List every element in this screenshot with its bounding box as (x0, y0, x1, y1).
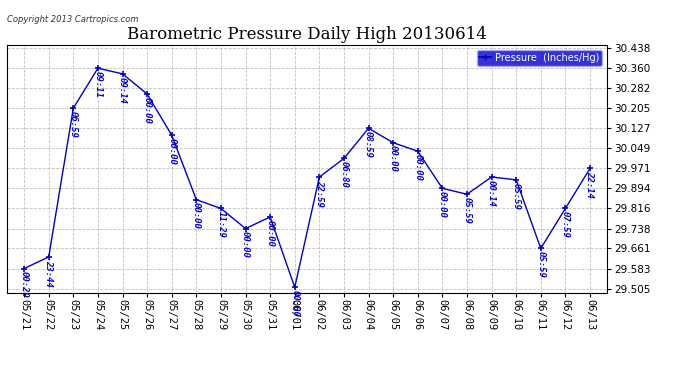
Text: 00:00: 00:00 (192, 202, 201, 229)
Text: 00:00: 00:00 (438, 191, 447, 218)
Text: 22:59: 22:59 (315, 180, 324, 207)
Text: 05:59: 05:59 (462, 197, 471, 224)
Text: 11:29: 11:29 (217, 211, 226, 238)
Text: 00:29: 00:29 (19, 271, 28, 298)
Text: 00:00: 00:00 (266, 220, 275, 247)
Text: 06:80: 06:80 (339, 161, 348, 188)
Text: 00:00: 00:00 (290, 290, 299, 317)
Text: 08:59: 08:59 (364, 131, 373, 158)
Text: 00:00: 00:00 (413, 154, 422, 181)
Text: 22:14: 22:14 (586, 171, 595, 198)
Text: 06:59: 06:59 (69, 111, 78, 138)
Text: 09:11: 09:11 (93, 71, 102, 98)
Text: 09:14: 09:14 (118, 76, 127, 104)
Legend: Pressure  (Inches/Hg): Pressure (Inches/Hg) (477, 50, 602, 66)
Title: Barometric Pressure Daily High 20130614: Barometric Pressure Daily High 20130614 (127, 27, 487, 44)
Text: 05:59: 05:59 (512, 183, 521, 210)
Text: 00:14: 00:14 (487, 180, 496, 207)
Text: 05:59: 05:59 (536, 251, 545, 278)
Text: Copyright 2013 Cartropics.com: Copyright 2013 Cartropics.com (7, 15, 139, 24)
Text: 00:00: 00:00 (167, 138, 176, 165)
Text: 07:59: 07:59 (561, 211, 570, 238)
Text: 00:00: 00:00 (388, 146, 397, 172)
Text: 00:00: 00:00 (143, 97, 152, 124)
Text: 00:00: 00:00 (241, 231, 250, 258)
Text: 23:44: 23:44 (44, 260, 53, 286)
